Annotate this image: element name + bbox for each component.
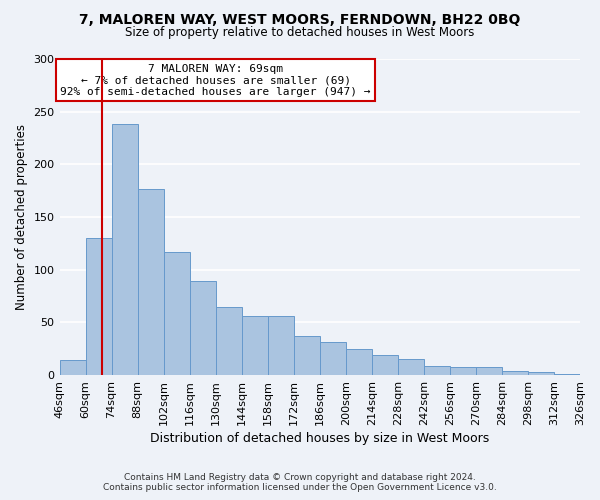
Text: 7 MALOREN WAY: 69sqm
← 7% of detached houses are smaller (69)
92% of semi-detach: 7 MALOREN WAY: 69sqm ← 7% of detached ho… [61, 64, 371, 97]
Text: Size of property relative to detached houses in West Moors: Size of property relative to detached ho… [125, 26, 475, 39]
Bar [268, 316, 294, 375]
Bar [320, 342, 346, 375]
Text: Contains HM Land Registry data © Crown copyright and database right 2024.
Contai: Contains HM Land Registry data © Crown c… [103, 473, 497, 492]
Bar [476, 366, 502, 375]
Text: 7, MALOREN WAY, WEST MOORS, FERNDOWN, BH22 0BQ: 7, MALOREN WAY, WEST MOORS, FERNDOWN, BH… [79, 12, 521, 26]
Bar [372, 355, 398, 375]
Y-axis label: Number of detached properties: Number of detached properties [15, 124, 28, 310]
Bar [398, 360, 424, 375]
Bar [59, 360, 86, 375]
Bar [164, 252, 190, 375]
Bar [528, 372, 554, 375]
Bar [112, 124, 137, 375]
Bar [294, 336, 320, 375]
Bar [215, 306, 242, 375]
Bar [190, 282, 215, 375]
Bar [242, 316, 268, 375]
Bar [554, 374, 580, 375]
X-axis label: Distribution of detached houses by size in West Moors: Distribution of detached houses by size … [150, 432, 490, 445]
Bar [502, 371, 528, 375]
Bar [86, 238, 112, 375]
Bar [137, 188, 164, 375]
Bar [450, 366, 476, 375]
Bar [346, 348, 372, 375]
Bar [424, 366, 450, 375]
